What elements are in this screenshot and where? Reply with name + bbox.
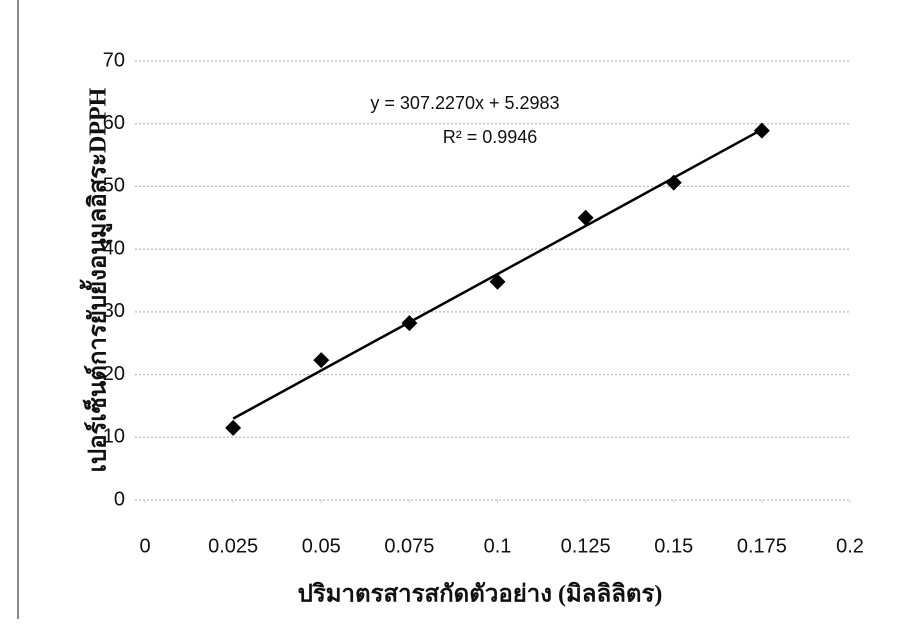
x-tick-label: 0.1: [484, 535, 512, 557]
data-point: [489, 273, 506, 290]
data-point: [577, 209, 594, 226]
x-tick-label: 0: [139, 535, 150, 557]
y-axis-title: เปอร์เซ็นต์การยับยั้งอนุมูลอิสระDPPH: [79, 87, 114, 472]
data-point: [225, 419, 242, 436]
y-tick-label: 20: [103, 363, 125, 385]
y-tick-label: 40: [103, 237, 125, 259]
x-tick-label: 0.075: [384, 535, 434, 557]
x-tick-label: 0.025: [208, 535, 258, 557]
trendline-equation: y = 307.2270x + 5.2983: [370, 93, 559, 113]
y-tick-label: 0: [114, 488, 125, 510]
x-axis-title: ปริมาตรสารสกัดตัวอย่าง (มิลลิลิตร): [298, 582, 663, 608]
data-point: [313, 352, 330, 369]
x-tick-label: 0.175: [737, 535, 787, 557]
y-tick-label: 70: [103, 49, 125, 71]
y-tick-label: 30: [103, 300, 125, 322]
x-tick-label: 0.05: [302, 535, 341, 557]
x-tick-label: 0.2: [836, 535, 864, 557]
y-tick-label: 50: [103, 175, 125, 197]
x-tick-label: 0.125: [561, 535, 611, 557]
x-tick-label: 0.15: [654, 535, 693, 557]
data-point: [665, 174, 682, 191]
y-tick-label: 60: [103, 112, 125, 134]
data-point: [753, 122, 770, 139]
y-tick-label: 10: [103, 426, 125, 448]
trendline-r-squared: R² = 0.9946: [443, 127, 538, 147]
data-point: [401, 315, 418, 332]
